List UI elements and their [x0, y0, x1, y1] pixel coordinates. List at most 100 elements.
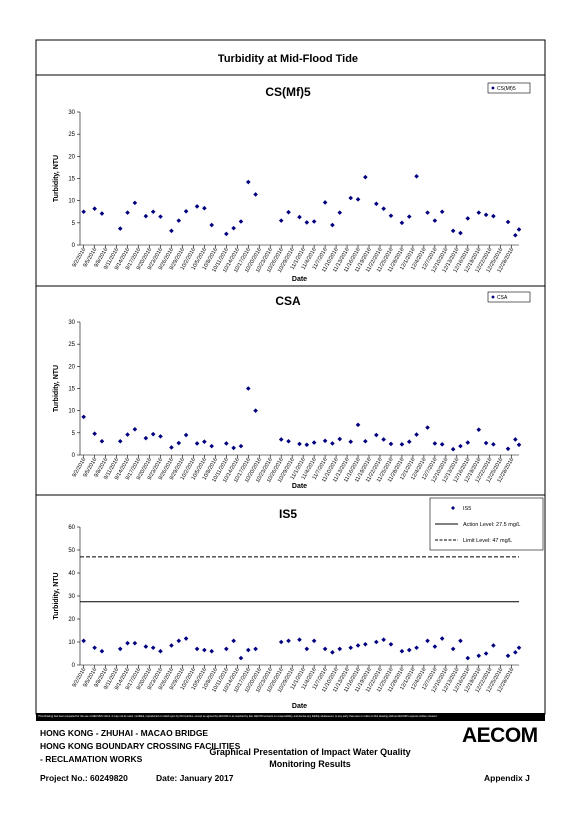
data-point: [99, 648, 105, 654]
legend-label: Limit Level: 47 mg/L: [463, 538, 512, 544]
data-point: [253, 192, 258, 197]
disclaimer: This Drawing has been prepared for the u…: [38, 715, 438, 718]
data-point: [458, 443, 463, 449]
data-point: [132, 426, 138, 432]
data-point: [491, 213, 496, 219]
data-point: [176, 638, 182, 644]
data-point: [432, 218, 438, 223]
y-tick-label: 25: [68, 342, 75, 348]
legend-label: IS5: [463, 506, 471, 512]
data-point: [363, 642, 368, 647]
data-point: [322, 646, 328, 652]
data-point: [439, 636, 445, 641]
data-point: [92, 431, 97, 437]
data-point: [202, 205, 207, 211]
data-point: [202, 439, 207, 444]
data-point: [516, 227, 522, 232]
data-point: [117, 646, 123, 652]
data-point: [450, 228, 456, 234]
legend-label: Action Level: 27.5 mg/L: [463, 522, 520, 528]
data-point: [348, 195, 354, 201]
data-point: [117, 438, 123, 444]
data-point: [432, 644, 438, 649]
y-tick-label: 15: [68, 177, 75, 183]
data-point: [476, 653, 482, 659]
data-point: [81, 209, 86, 215]
x-axis-label: Date: [292, 483, 307, 490]
chart-title: CS(Mf)5: [265, 85, 311, 99]
data-point: [406, 439, 412, 444]
data-point: [169, 228, 174, 234]
y-tick-label: 0: [72, 243, 76, 249]
data-point: [406, 647, 412, 653]
y-tick-label: 15: [68, 387, 75, 393]
data-point: [286, 438, 291, 444]
data-point: [414, 432, 419, 437]
data-point: [483, 212, 489, 218]
data-point: [158, 214, 163, 219]
data-point: [311, 638, 317, 644]
data-point: [388, 642, 394, 647]
data-point: [183, 209, 189, 214]
y-tick-label: 10: [68, 640, 75, 646]
data-point: [355, 643, 361, 648]
data-point: [304, 442, 310, 448]
data-point: [348, 645, 354, 651]
data-point: [81, 638, 86, 644]
data-point: [516, 645, 522, 651]
data-point: [245, 647, 251, 653]
data-point: [99, 438, 105, 444]
y-tick-label: 30: [68, 320, 75, 326]
data-point: [92, 645, 97, 651]
disclaimer-bar: [36, 713, 545, 721]
data-point: [374, 639, 379, 645]
data-point: [505, 219, 511, 225]
data-point: [231, 225, 236, 231]
y-tick-label: 0: [72, 453, 76, 459]
y-tick-label: 20: [68, 617, 75, 623]
data-point: [425, 425, 430, 430]
data-point: [224, 441, 229, 446]
date: Date: January 2017: [156, 773, 234, 783]
data-point: [388, 213, 394, 219]
data-point: [224, 231, 229, 237]
appendix: Appendix J: [484, 773, 530, 783]
data-point: [322, 200, 328, 205]
data-point: [194, 204, 200, 209]
data-point: [125, 640, 130, 646]
data-point: [278, 218, 284, 223]
data-point: [117, 226, 123, 231]
data-point: [99, 211, 105, 216]
data-point: [458, 638, 463, 644]
y-axis-label: Turbidity, NTU: [53, 572, 60, 619]
y-tick-label: 50: [68, 548, 75, 554]
legend-marker: [491, 295, 495, 299]
data-point: [286, 209, 291, 215]
data-point: [209, 648, 214, 654]
data-point: [406, 214, 412, 219]
data-point: [330, 650, 335, 655]
y-axis-label: Turbidity, NTU: [53, 155, 60, 202]
data-point: [297, 441, 302, 447]
data-point: [209, 222, 214, 228]
data-point: [311, 440, 317, 445]
project-line: - RECLAMATION WORKS: [40, 754, 143, 764]
data-point: [224, 646, 229, 652]
data-point: [491, 442, 496, 447]
data-point: [465, 655, 471, 661]
y-tick-label: 5: [72, 431, 76, 437]
legend-box: [487, 82, 531, 94]
data-point: [209, 443, 214, 449]
data-point: [465, 440, 471, 445]
project-line: HONG KONG BOUNDARY CROSSING FACILITIES: [40, 741, 241, 751]
data-point: [439, 209, 445, 215]
data-point: [491, 643, 496, 648]
data-point: [253, 408, 258, 413]
data-point: [381, 206, 386, 211]
data-point: [238, 219, 244, 224]
y-tick-label: 30: [68, 594, 75, 600]
drawing-title: Graphical Presentation of Impact Water Q…: [209, 747, 411, 757]
data-point: [176, 218, 182, 223]
